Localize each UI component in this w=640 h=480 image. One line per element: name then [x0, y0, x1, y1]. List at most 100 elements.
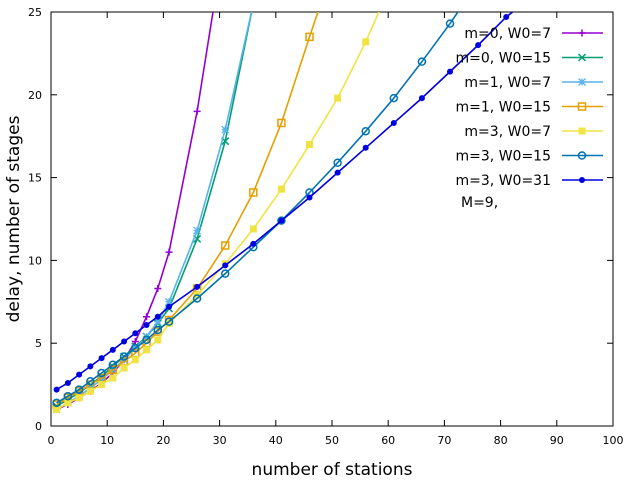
x-tick-label: 80	[494, 434, 508, 447]
legend-item: m=1, W0=7	[464, 75, 603, 91]
data-point	[192, 294, 202, 303]
x-tick-label: 50	[325, 434, 339, 447]
data-point	[74, 385, 84, 394]
x-tick-label: 90	[550, 434, 564, 447]
data-point	[220, 269, 230, 278]
data-point	[333, 158, 342, 167]
data-point	[64, 379, 71, 386]
series-6	[52, 12, 459, 408]
y-tick-label: 5	[35, 337, 42, 350]
data-point	[305, 32, 314, 42]
data-point	[379, 0, 386, 7]
data-point	[76, 371, 83, 378]
data-point	[143, 321, 150, 328]
data-point	[334, 94, 342, 102]
data-point	[98, 381, 106, 389]
x-tick-label: 30	[213, 434, 227, 447]
data-point	[143, 346, 151, 354]
data-point	[97, 368, 106, 378]
data-point	[362, 144, 369, 151]
legend-marker	[578, 78, 586, 86]
data-point	[87, 363, 94, 370]
legend-item: m=3, W0=7	[464, 124, 603, 140]
legend-label: m=1, W0=7	[464, 75, 551, 91]
series-2	[52, 0, 257, 411]
data-point	[193, 107, 201, 115]
legend-label: m=0, W0=15	[456, 51, 551, 67]
x-tick-label: 10	[100, 434, 114, 447]
series-3	[52, 12, 253, 414]
data-point	[153, 317, 162, 326]
data-point	[306, 140, 314, 148]
y-tick-label: 10	[28, 254, 42, 267]
data-point	[109, 346, 116, 353]
data-point	[119, 352, 129, 361]
data-point	[64, 399, 72, 407]
data-point	[503, 13, 510, 20]
legend-item: m=1, W0=15	[456, 100, 603, 116]
series-layer	[52, 0, 514, 414]
legend-marker	[577, 151, 587, 160]
data-point	[390, 119, 397, 126]
series-4	[52, 0, 324, 409]
data-point	[222, 262, 229, 269]
data-point	[447, 68, 454, 75]
data-point	[221, 125, 230, 134]
legend-label: m=3, W0=31	[456, 173, 551, 189]
data-point	[108, 360, 118, 369]
data-point	[249, 188, 258, 197]
series-7	[53, 12, 514, 393]
data-point	[53, 386, 60, 393]
data-point	[475, 42, 482, 49]
legend-item: m=3, W0=31	[456, 173, 603, 189]
data-point	[120, 364, 128, 372]
y-axis: 0 5 10 15 20 25	[28, 6, 613, 433]
legend-label: m=0, W0=7	[464, 26, 551, 42]
data-point	[249, 225, 257, 233]
data-point	[417, 57, 427, 66]
data-point	[418, 95, 425, 102]
series-line	[56, 12, 253, 407]
y-tick-label: 25	[28, 6, 42, 19]
data-point	[317, 0, 324, 7]
data-point	[131, 343, 140, 353]
y-axis-title: delay, number of stages	[4, 115, 24, 322]
y-tick-label: 20	[28, 89, 42, 102]
data-point	[250, 0, 257, 7]
x-tick-label: 0	[48, 434, 55, 447]
x-axis-title: number of stations	[252, 460, 413, 480]
data-point	[362, 38, 370, 46]
data-point	[389, 93, 399, 103]
legend-marker	[579, 177, 585, 183]
data-point	[52, 398, 61, 408]
data-point	[86, 387, 94, 395]
x-axis: 0 10 20 30 40 50 60 70 80 90 100	[48, 12, 624, 447]
data-point	[166, 303, 173, 310]
y-tick-label: 0	[35, 420, 42, 433]
x-tick-label: 40	[269, 434, 283, 447]
data-point	[445, 19, 455, 28]
data-point	[154, 313, 161, 320]
data-point	[154, 285, 162, 293]
legend: m=0, W0=7 m=0, W0=15 m=1, W0=7 m=1, W0=15 m=…	[456, 26, 603, 189]
legend-label: m=1, W0=15	[456, 100, 551, 116]
data-point	[277, 216, 286, 225]
data-point	[165, 248, 173, 256]
data-point	[63, 391, 73, 401]
data-point	[75, 394, 83, 402]
data-point	[53, 405, 61, 413]
legend-label: m=3, W0=15	[456, 149, 551, 165]
annotation-text: M=9,	[461, 195, 498, 211]
data-point	[154, 336, 162, 344]
data-point	[361, 126, 370, 136]
data-point	[277, 185, 285, 193]
data-point	[109, 374, 117, 382]
data-point	[98, 355, 105, 362]
data-point	[132, 330, 139, 337]
series-line	[56, 12, 380, 411]
data-point	[193, 226, 202, 235]
data-point	[165, 319, 173, 327]
data-point	[334, 169, 341, 176]
legend-label: m=3, W0=7	[464, 124, 551, 140]
